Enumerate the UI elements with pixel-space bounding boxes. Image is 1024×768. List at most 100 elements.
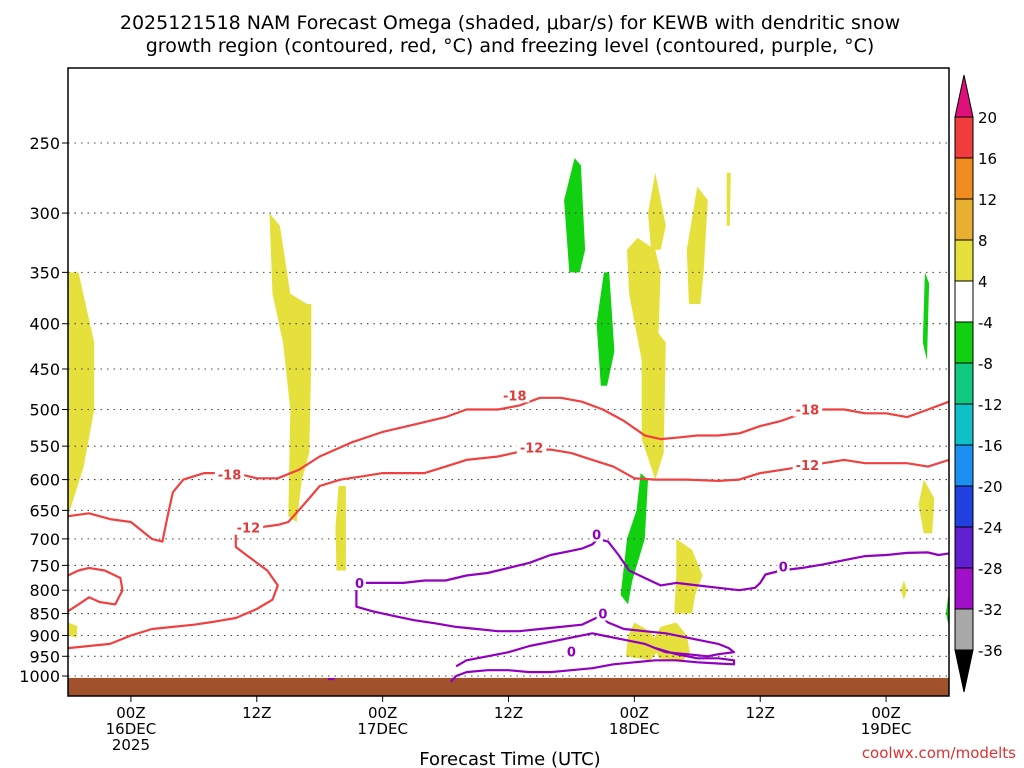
omega-region-4 <box>648 172 666 250</box>
terrain-band <box>68 677 949 696</box>
colorbar: 20 16 12 8 4 -4 -8 -12 -16 -20 -24 -28 -32 -36 <box>954 74 1003 693</box>
omega-region-17 <box>945 590 949 627</box>
ytick-label-450: 450 <box>29 360 60 379</box>
contour-label-5: -12 <box>237 522 261 537</box>
colorbar-band-1 <box>954 157 974 200</box>
plot-frame <box>67 67 950 697</box>
colorbar-label-10: -24 <box>978 519 1003 537</box>
colorbar-band-12 <box>954 608 974 651</box>
ytick-label-500: 500 <box>29 401 60 420</box>
contour-label-bg-1 <box>500 387 530 403</box>
omega-region-9 <box>626 622 661 661</box>
credit-text: coolwx.com/modelts <box>862 744 1016 762</box>
contour-label-1: -18 <box>503 389 527 404</box>
colorbar-label-2: 12 <box>978 191 997 209</box>
colorbar-band-11 <box>954 567 974 610</box>
ytick-label-850: 850 <box>29 605 60 624</box>
omega-region-11 <box>918 479 935 534</box>
colorbar-label-11: -28 <box>978 560 1003 578</box>
omega-region-6 <box>686 186 708 304</box>
colorbar-band-10 <box>954 526 974 569</box>
contour-label-bg-0 <box>214 466 245 482</box>
ytick-label-1000: 1000 <box>19 667 60 686</box>
contour-labels: -18 -18 -18 -12 -12 -12 0 0 0 0 0 <box>214 387 823 660</box>
contour-label-bg-3 <box>516 439 547 455</box>
ytick-label-600: 600 <box>29 471 60 490</box>
xtick-label-3-0: 12Z <box>494 704 523 722</box>
contour-label-bg-4 <box>792 457 823 473</box>
ytick-label-250: 250 <box>29 134 60 153</box>
ytick-label-900: 900 <box>29 626 60 645</box>
contour-label-bg-5 <box>233 519 264 535</box>
contour-frz-middle <box>355 590 736 668</box>
colorbar-label-8: -16 <box>978 437 1003 455</box>
colorbar-label-7: -12 <box>978 396 1003 414</box>
chart-title-line-1: 2025121518 NAM Forecast Omega (shaded, μ… <box>120 12 900 34</box>
contour-label-4: -12 <box>796 459 820 474</box>
contour-frz-upper <box>355 537 949 592</box>
colorbar-label-1: 16 <box>978 150 997 168</box>
xtick-label-0-1: 16DEC <box>106 720 157 738</box>
omega-region-13 <box>564 158 586 273</box>
contour-label-bg-9 <box>596 605 610 621</box>
xtick-label-6-1: 19DEC <box>861 720 912 738</box>
omega-region-16 <box>922 272 930 361</box>
contour-label-bg-6 <box>353 574 366 590</box>
contour-dgz-loop <box>68 566 124 613</box>
colorbar-label-9: -20 <box>978 478 1003 496</box>
omega-region-1 <box>68 622 78 638</box>
ytick-label-650: 650 <box>29 501 60 520</box>
omega-region-2 <box>269 213 312 522</box>
contour-dgz-minus12-lower <box>68 532 279 650</box>
contour-label-bg-10 <box>565 643 578 659</box>
contour-lines <box>68 396 949 683</box>
contour-dgz-minus12 <box>234 448 949 533</box>
colorbar-label-0: 20 <box>978 109 997 127</box>
xtick-label-6-0: 00Z <box>871 704 900 722</box>
contour-label-10: 0 <box>567 645 576 660</box>
ytick-label-550: 550 <box>29 437 60 456</box>
colorbar-label-12: -32 <box>978 601 1003 619</box>
colorbar-label-13: -36 <box>978 642 1003 660</box>
colorbar-band-6 <box>954 362 974 405</box>
omega-region-7 <box>726 172 731 226</box>
contour-label-3: -12 <box>520 442 544 457</box>
omega-region-14 <box>596 272 615 386</box>
omega-region-12 <box>900 580 907 600</box>
contour-label-bg-8 <box>777 558 790 574</box>
colorbar-bottom-arrow <box>954 649 974 693</box>
colorbar-label-4: 4 <box>978 273 988 291</box>
xtick-label-0-0: 00Z <box>116 704 145 722</box>
xtick-label-4-0: 00Z <box>620 704 649 722</box>
colorbar-band-4 <box>954 280 974 323</box>
colorbar-band-7 <box>954 403 974 446</box>
xtick-label-5-0: 12Z <box>746 704 775 722</box>
omega-region-0 <box>68 272 95 517</box>
xtick-label-1-0: 12Z <box>242 704 271 722</box>
ytick-label-700: 700 <box>29 530 60 549</box>
colorbar-band-0 <box>954 116 974 159</box>
ytick-label-350: 350 <box>29 263 60 282</box>
omega-region-5 <box>627 237 666 480</box>
omega-region-8 <box>674 538 703 614</box>
contour-label-7: 0 <box>592 528 601 543</box>
colorbar-label-6: -8 <box>978 355 993 373</box>
ytick-label-950: 950 <box>29 647 60 666</box>
contour-label-0: -18 <box>218 468 242 483</box>
contour-label-9: 0 <box>598 608 607 623</box>
contour-label-bg-7 <box>590 526 603 542</box>
ytick-label-800: 800 <box>29 581 60 600</box>
chart-title-line-2: growth region (contoured, red, °C) and f… <box>146 35 875 57</box>
contour-label-2: -18 <box>796 404 820 419</box>
ytick-label-400: 400 <box>29 315 60 334</box>
colorbar-band-5 <box>954 321 974 364</box>
x-axis-label: Forecast Time (UTC) <box>419 749 600 768</box>
colorbar-label-3: 8 <box>978 232 988 250</box>
contour-label-8: 0 <box>779 560 788 575</box>
xtick-label-4-1: 18DEC <box>609 720 660 738</box>
colorbar-label-5: -4 <box>978 314 993 332</box>
ytick-label-750: 750 <box>29 556 60 575</box>
omega-region-3 <box>335 486 346 571</box>
